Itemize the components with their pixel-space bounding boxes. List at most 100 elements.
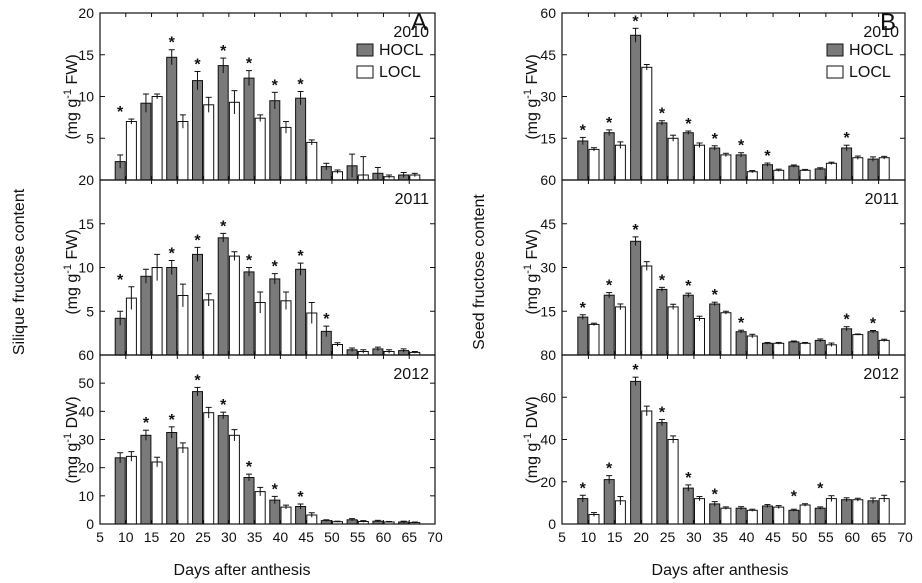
- y-tick-label: 20: [78, 460, 94, 476]
- bar-locl: [641, 265, 653, 356]
- y-tick-label: 5: [86, 303, 94, 319]
- x-tick-label: 10: [581, 529, 597, 545]
- bar-hocl: [217, 415, 229, 525]
- bar-hocl: [192, 253, 203, 356]
- legend-label-locl: LOCL: [379, 64, 421, 81]
- bar-locl: [825, 498, 837, 525]
- x-tick-label: 60: [376, 529, 392, 545]
- x-tick-label: 40: [739, 529, 755, 545]
- significance-star: *: [844, 130, 851, 147]
- panel-b-2011-axes: 15 30 45 60 2011 (mg g-1 FW): [522, 172, 906, 356]
- x-tick-label: 5: [96, 529, 104, 545]
- bar-locl: [773, 342, 785, 356]
- bar-locl: [254, 117, 266, 181]
- bar-hocl: [709, 303, 721, 356]
- significance-star: *: [817, 481, 824, 498]
- bar-hocl: [166, 267, 178, 356]
- y-tick-label: 15: [78, 216, 94, 232]
- x-tick-label: 45: [765, 529, 781, 545]
- y-tick-label: 60: [540, 389, 556, 405]
- legend-swatch-locl: [826, 65, 844, 79]
- bar-locl: [694, 318, 705, 356]
- bar-hocl: [243, 271, 255, 356]
- legend-label-locl: LOCL: [849, 64, 891, 81]
- significance-star: *: [632, 13, 639, 30]
- significance-star: *: [606, 461, 613, 478]
- bar-locl: [614, 306, 626, 356]
- bar-hocl: [656, 288, 668, 356]
- panel-a-2011-unit-label: (mg g-1 FW): [62, 229, 81, 314]
- panel-b-2010-unit-label: (mg g-1 FW): [522, 54, 541, 139]
- bar-hocl: [140, 102, 152, 181]
- bar-locl: [852, 334, 864, 356]
- bar-locl: [799, 342, 811, 356]
- bar-hocl: [630, 240, 642, 356]
- bar-hocl: [814, 168, 826, 181]
- bar-locl: [667, 439, 679, 525]
- bar-hocl: [192, 80, 203, 181]
- bar-hocl: [682, 487, 694, 525]
- y-tick-label: 50: [78, 375, 94, 391]
- bar-hocl: [682, 294, 694, 356]
- bar-locl: [177, 121, 189, 181]
- y-tick-label: 60: [78, 347, 94, 363]
- y-axis-label-left: Silique fructose content: [11, 188, 28, 355]
- bar-locl: [203, 299, 215, 356]
- legend-label-hocl: HOCL: [849, 42, 894, 59]
- bar-hocl: [166, 56, 178, 181]
- significance-star: *: [194, 57, 201, 74]
- x-axis-label-right: Days after anthesis: [652, 562, 789, 579]
- significance-star: *: [764, 148, 771, 165]
- bar-locl: [878, 339, 890, 356]
- x-tick-label: 25: [195, 529, 211, 545]
- significance-star: *: [580, 122, 587, 139]
- y-tick-label: 40: [78, 403, 94, 419]
- x-axis-label-left: Days after anthesis: [174, 562, 311, 579]
- bar-locl: [125, 121, 137, 181]
- bar-locl: [720, 507, 732, 525]
- bar-locl: [720, 154, 732, 181]
- panel-b-2012-year-label: 2012: [863, 366, 899, 383]
- significance-star: *: [685, 116, 692, 133]
- significance-star: *: [169, 246, 176, 263]
- bar-hocl: [709, 147, 721, 181]
- significance-star: *: [712, 131, 719, 148]
- bar-hocl: [788, 165, 800, 181]
- bar-hocl: [867, 500, 879, 525]
- y-tick-label: 30: [540, 260, 556, 276]
- bar-locl: [614, 144, 626, 181]
- significance-star: *: [220, 43, 227, 60]
- significance-star: *: [685, 470, 692, 487]
- bar-hocl: [867, 158, 879, 181]
- y-tick-label: 10: [78, 488, 94, 504]
- y-tick-label: 30: [78, 432, 94, 448]
- bar-locl: [799, 504, 811, 525]
- significance-star: *: [297, 248, 304, 265]
- bar-hocl: [603, 294, 615, 356]
- significance-star: *: [712, 487, 719, 504]
- panel-b-2012-axes: 0 20 40 60 80 5 10 15 20 25 30 35 40 45 50 55 60 65 70 2012…: [522, 347, 913, 545]
- panel-a-2012-unit-label: (mg g-1 DW): [62, 396, 81, 483]
- significance-star: *: [738, 315, 745, 332]
- bar-hocl: [295, 506, 307, 525]
- x-tick-label: 40: [273, 529, 289, 545]
- bar-locl: [720, 312, 732, 356]
- panel-b-2010-plot: * * * * * * * * *: [577, 13, 890, 181]
- bar-locl: [852, 157, 864, 181]
- significance-star: *: [272, 77, 279, 94]
- significance-star: *: [712, 287, 719, 304]
- y-tick-label: 15: [540, 303, 556, 319]
- x-tick-label: 20: [633, 529, 649, 545]
- y-tick-label: 0: [86, 516, 94, 532]
- x-tick-label: 15: [607, 529, 623, 545]
- y-tick-label: 60: [540, 5, 556, 21]
- bar-locl: [878, 157, 890, 181]
- bar-hocl: [735, 331, 747, 356]
- x-tick-label: 65: [871, 529, 887, 545]
- panel-b-2012-plot: * * * * * * * *: [577, 362, 890, 525]
- y-tick-label: 60: [540, 172, 556, 188]
- bar-locl: [641, 410, 653, 525]
- bar-hocl: [762, 342, 773, 356]
- significance-star: *: [272, 259, 279, 276]
